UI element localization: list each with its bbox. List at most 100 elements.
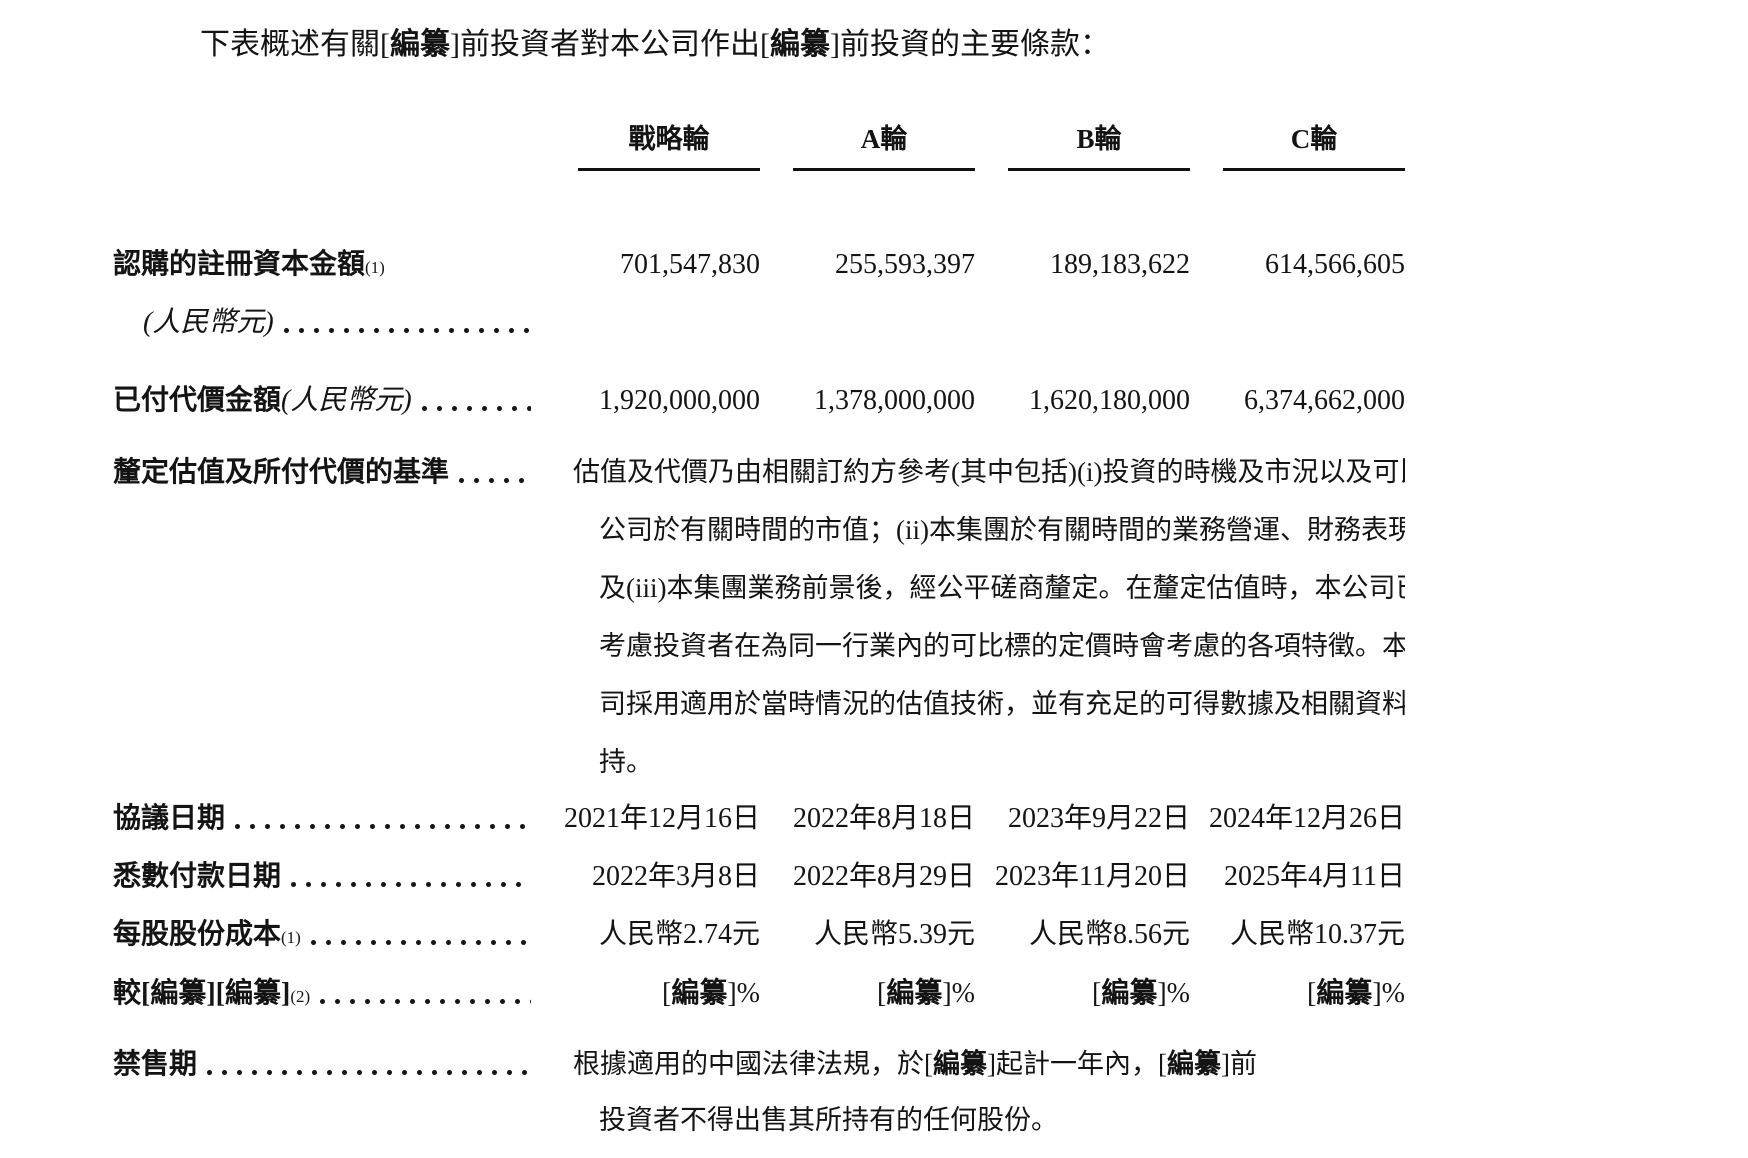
cell-text: ]% [1157,978,1190,1009]
cell-text: ]% [727,978,760,1009]
cell-text: [ [877,978,887,1009]
redacted-tag: 編纂 [933,1049,987,1079]
table-cell: 701,547,830 [620,249,760,280]
dot-leader [291,882,531,888]
column-header-series-a: A輪 [760,122,975,171]
row-label-text: 悉數付款日期 [113,861,282,892]
table-cell: 2023年9月22日 [1007,803,1190,834]
table-cell: 人民幣8.56元 [1028,919,1190,950]
table-cell: [編纂]% [545,975,760,1012]
dot-leader [310,940,531,946]
table-cell: 人民幣5.39元 [813,919,975,950]
paragraph-line: 及(iii)本集團業務前景後，經公平磋商釐定。在釐定估值時，本公司已 [599,573,1405,603]
row-label-text: ] [281,978,291,1009]
table-row-valuation-basis: 釐定估值及所付代價的基準 估值及代價乃由相關訂約方參考(其中包括)(i)投資的時… [113,443,1405,791]
redacted-tag: 編纂 [1316,977,1373,1008]
table-cell: 2021年12月16日 [563,803,760,834]
redacted-tag: 編纂 [886,977,943,1008]
cell-text: ]% [1372,978,1405,1009]
row-label: 悉數付款日期 [113,859,545,895]
dot-leader [283,328,531,334]
paragraph-line: 考慮投資者在為同一行業內的可比標的定價時會考慮的各項特徵。本公 [599,631,1405,661]
paragraph-line: 投資者不得出售其所持有的任何股份。 [599,1105,1058,1135]
table-cell: 255,593,397 [835,249,975,280]
row-label: 每股股份成本 (1) [113,917,545,953]
row-label: 認購的註冊資本金額 (1) (人民幣元) [113,247,545,341]
table-row-lockup: 禁售期 根據適用的中國法律法規，於[編纂]起計一年內，[編纂]前 投資者不得出售… [113,1046,1405,1138]
table-cell: 189,183,622 [1050,249,1190,280]
dot-leader [459,478,531,484]
paragraph-line: 持。 [599,747,653,777]
row-label-line1: 認購的註冊資本金額 (1) [113,247,545,283]
table-row-subscribed-capital: 認購的註冊資本金額 (1) (人民幣元) 701,547,830 255,593,… [113,247,1405,341]
table-cell: 2022年8月29日 [792,861,975,892]
row-label-text: 認購的註冊資本金額 [113,249,366,280]
column-header-label: A輪 [793,122,975,171]
redacted-tag: 編纂 [150,977,207,1008]
paragraph-line: 司採用適用於當時情況的估值技術，並有充足的可得數據及相關資料支 [599,689,1405,719]
table-cell: 1,920,000,000 [599,385,760,416]
row-label-text: 每股股份成本 [113,919,282,950]
page-title: 下表概述有關[編纂]前投資者對本公司作出[編纂]前投資的主要條款： [200,0,1748,66]
row-label-text: 釐定估值及所付代價的基準 [113,457,450,488]
row-label: 已付代價金額 (人民幣元) [113,383,545,419]
dot-leader [207,1070,531,1076]
lockup-paragraph: 根據適用的中國法律法規，於[編纂]起計一年內，[編纂]前 投資者不得出售其所持有… [545,1046,1405,1138]
dot-leader [235,824,531,830]
paragraph-text: ]起計一年內，[ [987,1049,1167,1079]
redacted-tag: 編纂 [1166,1049,1221,1079]
column-header-strategic-round: 戰略輪 [545,122,760,171]
cell-text: [ [662,978,672,1009]
table-cell: 2024年12月26日 [1208,803,1405,834]
row-label-text: 較[ [113,978,151,1009]
row-label-text: 協議日期 [113,803,226,834]
table-cell: 614,566,605 [1265,249,1405,280]
row-label-line2: (人民幣元) [113,305,545,341]
table-row-payment-date: 悉數付款日期 2022年3月8日 2022年8月29日 2023年11月20日 … [113,859,1405,895]
row-label: 釐定估值及所付代價的基準 [113,455,545,491]
paragraph-text: 根據適用的中國法律法規，於[ [573,1049,933,1079]
column-header-label: B輪 [1008,122,1190,171]
table-cell: [編纂]% [1190,975,1405,1012]
redacted-tag: 編纂 [390,28,450,61]
row-label-text: 禁售期 [113,1049,198,1080]
title-text: 下表概述有關[ [200,28,390,61]
redacted-tag: 編纂 [1101,977,1158,1008]
dot-leader [320,999,531,1005]
table-row-cost-per-share: 每股股份成本 (1) 人民幣2.74元 人民幣5.39元 人民幣8.56元 人民幣… [113,917,1405,953]
column-header-label: 戰略輪 [578,122,760,171]
cell-text: [ [1092,978,1102,1009]
column-header-series-b: B輪 [975,122,1190,171]
valuation-basis-paragraph: 估值及代價乃由相關訂約方參考(其中包括)(i)投資的時機及市況以及可比 公司於有… [545,443,1405,791]
column-header-series-c: C輪 [1190,122,1405,171]
redacted-tag: 編纂 [671,977,728,1008]
title-text: ]前投資的主要條款： [829,28,1110,61]
table-cell: 1,378,000,000 [814,385,975,416]
paragraph-line: 根據適用的中國法律法規，於[編纂]起計一年內，[編纂]前 [573,1046,1405,1082]
row-label: 禁售期 [113,1047,545,1083]
paragraph-text: ]前 [1220,1049,1257,1079]
paragraph-line: 公司於有關時間的市值；(ii)本集團於有關時間的業務營運、財務表現； [599,515,1405,545]
table-row-consideration-paid: 已付代價金額 (人民幣元) 1,920,000,000 1,378,000,000… [113,383,1405,419]
table-row-agreement-date: 協議日期 2021年12月16日 2022年8月18日 2023年9月22日 2… [113,801,1405,837]
table-cell: 人民幣2.74元 [598,919,760,950]
row-label: 較[編纂][編纂] (2) [113,975,545,1012]
table-cell: 2025年4月11日 [1224,861,1405,892]
unit-text: (人民幣元) [143,307,274,338]
row-label-text: 已付代價金額 [113,385,282,416]
table-cell: 2022年3月8日 [591,861,760,892]
cell-text: ]% [942,978,975,1009]
unit-text: (人民幣元) [281,385,412,416]
dot-leader [421,406,531,412]
row-label: 協議日期 [113,801,545,837]
table-cell: [編纂]% [760,975,975,1012]
table-cell: 2022年8月18日 [792,803,975,834]
cell-text: [ [1307,978,1317,1009]
paragraph-line: 估值及代價乃由相關訂約方參考(其中包括)(i)投資的時機及市況以及可比 [573,457,1405,487]
table-header-row: 戰略輪 A輪 B輪 C輪 [113,122,1405,171]
title-text: ]前投資者對本公司作出[ [450,28,770,61]
table-cell: 1,620,180,000 [1029,385,1190,416]
table-cell: 6,374,662,000 [1244,385,1405,416]
row-label-text: ][ [206,978,225,1009]
table-cell: 人民幣10.37元 [1229,919,1405,950]
